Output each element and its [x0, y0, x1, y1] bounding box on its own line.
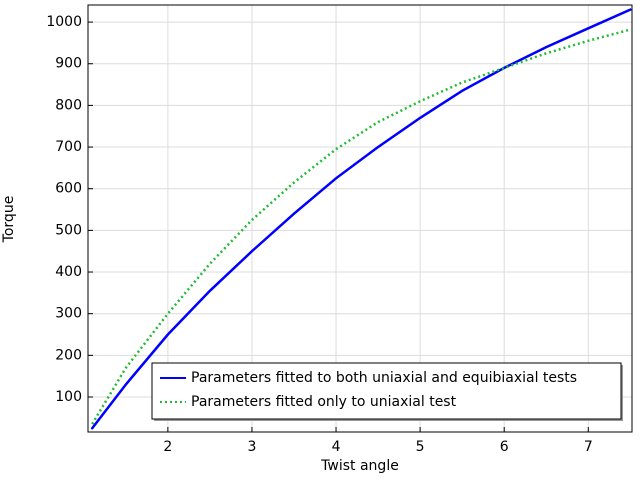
x-tick-label: 3: [247, 439, 256, 455]
legend-label: Parameters fitted only to uniaxial test: [191, 394, 457, 410]
x-tick-label: 2: [163, 439, 172, 455]
y-tick-label: 700: [55, 139, 82, 155]
legend-label: Parameters fitted to both uniaxial and e…: [191, 370, 577, 386]
x-tick-label: 6: [500, 439, 509, 455]
legend-box: [151, 362, 622, 420]
y-tick-label: 600: [55, 181, 82, 197]
x-tick-label: 5: [416, 439, 425, 455]
y-tick-label: 300: [55, 306, 82, 322]
y-tick-label: 200: [55, 347, 82, 363]
data-line: [91, 28, 631, 425]
y-tick-label: 1000: [46, 14, 82, 30]
x-tick-label: 7: [584, 439, 593, 455]
data-line: [90, 8, 632, 430]
y-tick-label: 400: [55, 264, 82, 280]
y-tick-label: 500: [55, 222, 82, 238]
plot-frame: [87, 4, 633, 433]
y-tick-label: 100: [55, 389, 82, 405]
x-axis-label: Twist angle: [320, 458, 399, 474]
x-tick-label: 4: [332, 439, 341, 455]
y-tick-label: 900: [55, 56, 82, 72]
y-axis-label: Torque: [1, 196, 17, 244]
y-tick-label: 800: [55, 97, 82, 113]
legend: Parameters fitted to both uniaxial and e…: [151, 362, 623, 421]
